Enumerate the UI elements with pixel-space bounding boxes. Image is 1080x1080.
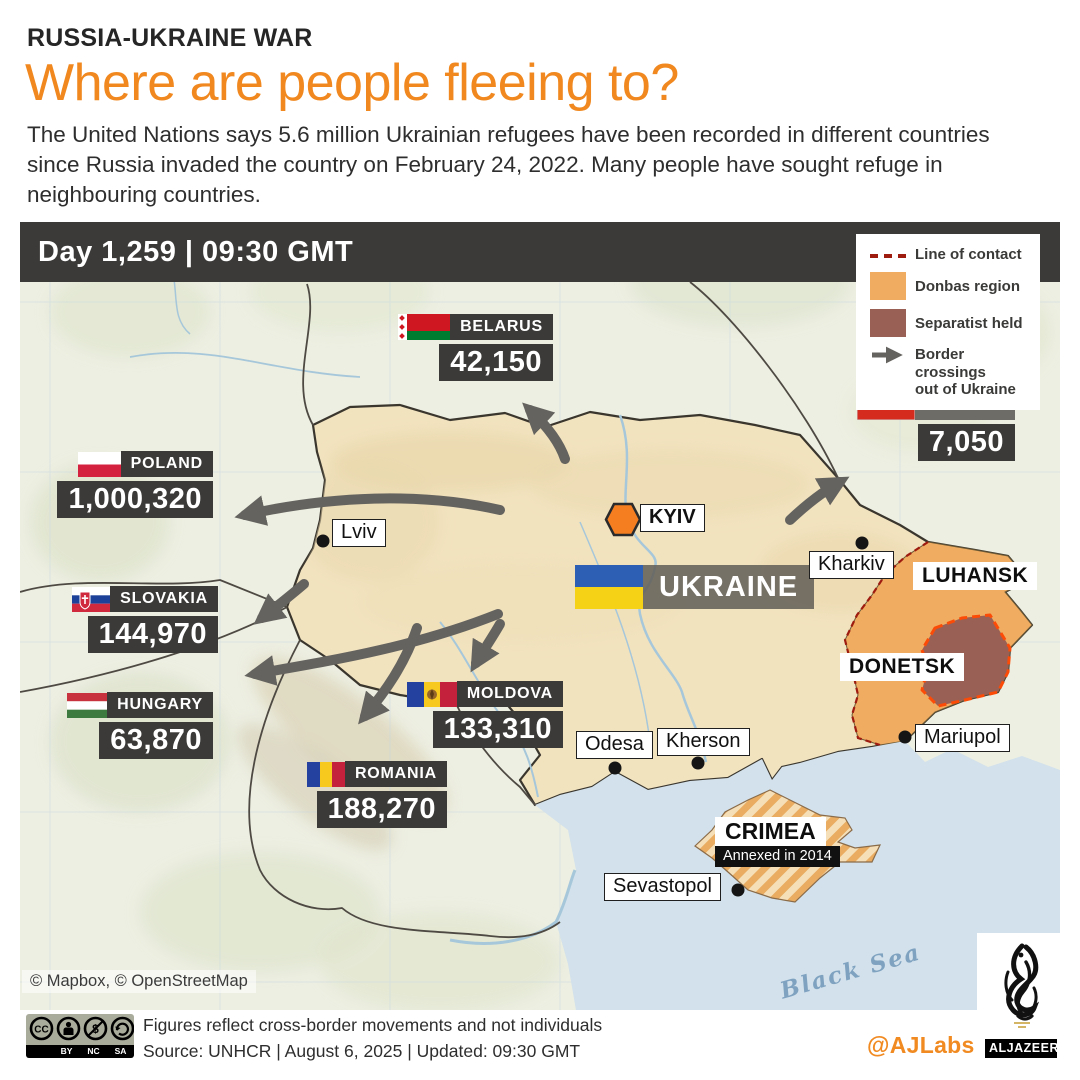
cc-sa-label: SA bbox=[114, 1046, 127, 1056]
city-label-mariupol: Mariupol bbox=[915, 724, 1010, 752]
crimea-name: CRIMEA bbox=[715, 817, 826, 846]
al-jazeera-logo-icon bbox=[1004, 943, 1040, 1028]
crimea-label: CRIMEA Annexed in 2014 bbox=[715, 817, 840, 867]
arrow-icon bbox=[870, 346, 906, 369]
al-jazeera-logo: ALJAZEERA bbox=[985, 942, 1068, 1058]
day-banner-text: Day 1,259 | 09:30 GMT bbox=[38, 235, 354, 268]
separatist-swatch-icon bbox=[870, 309, 906, 338]
legend: Line of contact Donbas region Separatist… bbox=[856, 234, 1040, 410]
moldova-flag-icon bbox=[406, 681, 457, 707]
refugee-count: 144,970 bbox=[87, 616, 218, 653]
cc-by-icon bbox=[56, 1016, 81, 1041]
hungary-flag-icon bbox=[67, 692, 108, 718]
callout-belarus: BELARUS 42,150 bbox=[398, 314, 553, 381]
description: The United Nations says 5.6 million Ukra… bbox=[27, 122, 990, 207]
capital-hexagon-icon bbox=[604, 502, 642, 537]
callout-hungary: HUNGARY 63,870 bbox=[67, 692, 213, 759]
refugee-count: 188,270 bbox=[316, 791, 447, 828]
dashed-line-icon bbox=[870, 253, 906, 258]
page-title: Where are people fleeing to? bbox=[25, 54, 679, 112]
belarus-flag-icon bbox=[398, 314, 451, 340]
arrow-to-slovakia bbox=[253, 579, 309, 625]
ajlabs-handle: @AJLabs bbox=[867, 1032, 975, 1058]
region-label-donetsk: DONETSK bbox=[840, 653, 965, 681]
city-dot-mariupol bbox=[898, 730, 912, 744]
city-dot-kherson bbox=[691, 756, 705, 770]
al-jazeera-wordmark: ALJAZEERA bbox=[985, 1039, 1068, 1058]
city-dot-odesa bbox=[608, 761, 622, 775]
map-attribution: © Mapbox, © OpenStreetMap bbox=[22, 970, 256, 993]
poland-flag-icon bbox=[77, 451, 121, 477]
country-name: HUNGARY bbox=[107, 692, 213, 718]
cc-nc-icon: $ bbox=[83, 1016, 108, 1041]
refugee-count: 133,310 bbox=[432, 711, 563, 748]
country-name: MOLDOVA bbox=[456, 681, 563, 707]
region-label-luhansk: LUHANSK bbox=[913, 562, 1038, 590]
refugee-count: 63,870 bbox=[99, 722, 213, 759]
arrow-to-russia bbox=[785, 476, 850, 525]
romania-flag-icon bbox=[306, 761, 345, 787]
country-name: BELARUS bbox=[450, 314, 553, 340]
ukraine-name: UKRAINE bbox=[643, 565, 815, 609]
donbas-swatch-icon bbox=[870, 272, 906, 301]
ukraine-flag-icon bbox=[575, 565, 643, 609]
arrow-to-belarus bbox=[522, 402, 570, 464]
city-label-kharkiv: Kharkiv bbox=[809, 551, 894, 579]
footer-note: Figures reflect cross-border movements a… bbox=[143, 1015, 603, 1035]
map: Day 1,259 | 09:30 GMT Line of contact Do… bbox=[20, 222, 1060, 1010]
legend-border-crossings: Border crossings out of Ukraine bbox=[870, 346, 1030, 398]
country-name: POLAND bbox=[120, 451, 213, 477]
city-label-odesa: Odesa bbox=[576, 731, 653, 759]
arrow-to-romania bbox=[358, 623, 422, 725]
refugee-count: 1,000,320 bbox=[57, 481, 213, 518]
city-label-sevastopol: Sevastopol bbox=[604, 873, 721, 901]
arrow-to-moldova bbox=[470, 619, 505, 673]
arrow-to-poland bbox=[234, 493, 505, 526]
callout-slovakia: SLOVAKIA 144,970 bbox=[72, 586, 218, 653]
country-name: ROMANIA bbox=[344, 761, 447, 787]
city-label-kherson: Kherson bbox=[657, 728, 750, 756]
cc-icon: CC bbox=[29, 1016, 54, 1041]
svg-text:CC: CC bbox=[34, 1025, 48, 1036]
slovakia-flag-icon bbox=[72, 586, 111, 612]
callout-romania: ROMANIA 188,270 bbox=[306, 761, 447, 828]
kicker: RUSSIA-UKRAINE WAR bbox=[27, 24, 313, 52]
cc-labels: BY NC SA bbox=[26, 1045, 134, 1058]
crimea-note: Annexed in 2014 bbox=[715, 846, 840, 867]
cc-icons: CC $ bbox=[29, 1016, 134, 1041]
legend-line-of-contact: Line of contact bbox=[870, 246, 1030, 263]
legend-border-crossings-line2: out of Ukraine bbox=[915, 380, 1016, 398]
country-name: SLOVAKIA bbox=[110, 586, 218, 612]
ukraine-label: UKRAINE bbox=[575, 565, 815, 609]
cc-by-label: BY bbox=[60, 1046, 73, 1056]
arrow-to-hungary bbox=[244, 609, 503, 686]
city-dot-kharkiv bbox=[855, 536, 869, 550]
callout-poland: POLAND 1,000,320 bbox=[57, 451, 213, 518]
legend-border-crossings-line1: Border crossings bbox=[915, 346, 986, 381]
cc-license-badge: CC $ BY NC SA bbox=[26, 1014, 134, 1058]
refugee-arrows bbox=[234, 402, 850, 725]
refugee-count: 7,050 bbox=[917, 424, 1015, 461]
city-dot-sevastopol bbox=[731, 883, 745, 897]
cc-nc-label: NC bbox=[87, 1046, 100, 1056]
legend-separatist: Separatist held bbox=[870, 309, 1030, 338]
city-label-lviv: Lviv bbox=[332, 519, 386, 547]
city-label-kyiv: KYIV bbox=[640, 504, 705, 532]
cc-sa-icon bbox=[110, 1016, 134, 1041]
refugee-count: 42,150 bbox=[439, 344, 553, 381]
callout-moldova: MOLDOVA 133,310 bbox=[406, 681, 563, 748]
legend-donbas: Donbas region bbox=[870, 272, 1030, 301]
city-dot-lviv bbox=[316, 534, 330, 548]
footer-source: Source: UNHCR | August 6, 2025 | Updated… bbox=[143, 1041, 581, 1061]
footer-notes: Figures reflect cross-border movements a… bbox=[143, 1015, 602, 1062]
